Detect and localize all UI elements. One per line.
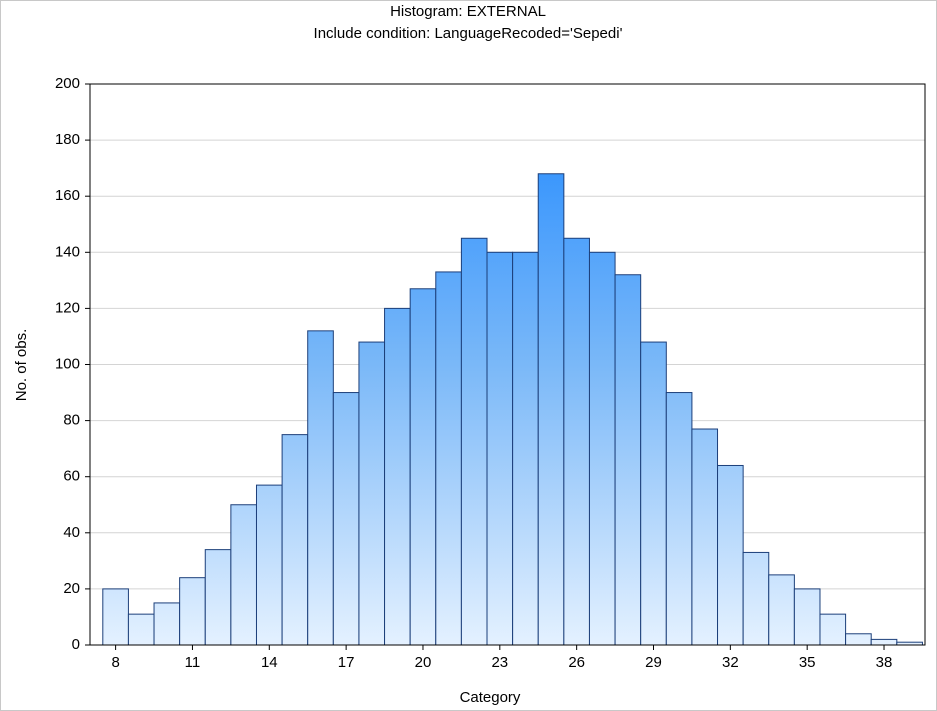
plot-frame [89, 83, 926, 646]
y-tick-label: 60 [63, 468, 80, 485]
y-tick-label: 40 [63, 524, 80, 541]
bar [358, 341, 386, 646]
y-tick-label: 20 [63, 580, 80, 597]
y-tick-label: 200 [55, 75, 80, 92]
x-tick-label: 23 [491, 654, 508, 671]
bar [793, 588, 821, 646]
x-tick-label: 8 [111, 654, 119, 671]
bar [102, 588, 129, 646]
x-tick-label: 11 [185, 654, 201, 671]
bar [614, 274, 642, 646]
bar [845, 633, 872, 646]
bar [640, 341, 667, 646]
bar [486, 251, 514, 646]
y-tick-label: 80 [63, 412, 80, 429]
bar [588, 251, 616, 646]
x-tick-label: 26 [568, 654, 585, 671]
x-tick-label: 32 [722, 654, 739, 671]
chart-title: Histogram: EXTERNAL [390, 3, 546, 20]
bar [332, 392, 360, 646]
bar [512, 251, 539, 646]
x-tick-label: 20 [415, 654, 432, 671]
x-tick-label: 35 [799, 654, 816, 671]
bar [691, 428, 719, 646]
y-tick-label: 180 [55, 131, 80, 148]
bar [204, 549, 232, 646]
x-tick-label: 14 [261, 654, 278, 671]
bar [819, 613, 847, 646]
x-tick-label: 29 [645, 654, 662, 671]
y-tick-label: 160 [55, 187, 80, 204]
bar [281, 434, 309, 646]
bar [179, 577, 206, 646]
bar [768, 574, 795, 646]
chart-subtitle: Include condition: LanguageRecoded='Sepe… [314, 25, 623, 42]
bar [384, 307, 411, 646]
bar [742, 551, 770, 646]
bar [665, 392, 693, 646]
x-axis-label: Category [460, 689, 521, 706]
bar [307, 330, 334, 646]
y-tick-label: 0 [72, 636, 80, 653]
y-tick-label: 120 [55, 299, 80, 316]
bar [409, 288, 437, 646]
bar [255, 484, 283, 646]
bar [870, 638, 898, 646]
bar [230, 504, 257, 646]
bar [537, 173, 565, 646]
x-tick-label: 38 [876, 654, 893, 671]
y-tick-label: 140 [55, 243, 80, 260]
x-tick-label: 17 [338, 654, 355, 671]
bar [563, 237, 590, 646]
bar [717, 464, 744, 646]
y-tick-label: 100 [55, 355, 80, 372]
bar [127, 613, 155, 646]
bar [153, 602, 181, 646]
bar [435, 271, 462, 646]
bar [460, 237, 488, 646]
y-axis-label: No. of obs. [13, 329, 30, 402]
